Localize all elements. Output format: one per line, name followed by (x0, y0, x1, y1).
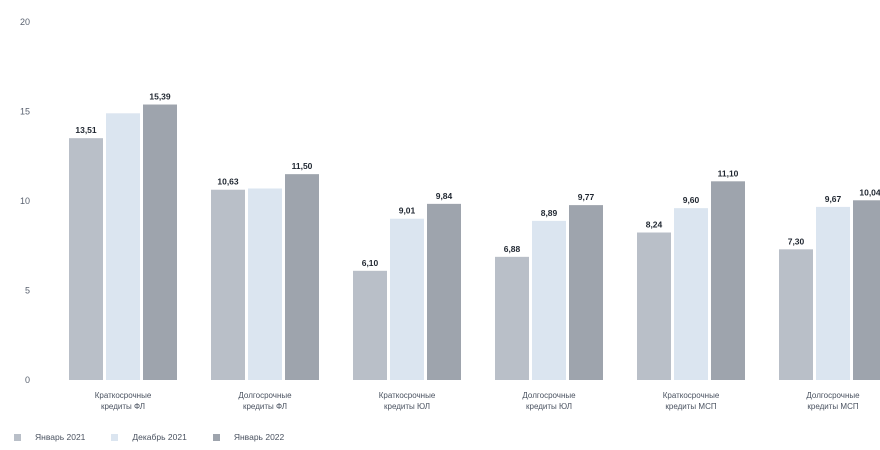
bar (495, 256, 529, 380)
x-category-label: кредиты ФЛ (243, 402, 287, 411)
x-category-label: кредиты ЮЛ (384, 402, 430, 411)
data-label: 9,84 (436, 191, 453, 201)
bar (69, 138, 103, 380)
bar (427, 203, 461, 380)
y-tick-label: 5 (25, 286, 30, 296)
bar (569, 205, 603, 380)
x-category-label: кредиты ЮЛ (526, 402, 572, 411)
legend-item-jan-2022: Январь 2022 (212, 432, 285, 442)
legend-item-jan-2021: Январь 2021 (14, 432, 85, 442)
x-category-label: Краткосрочные (663, 391, 720, 400)
data-label: 9,60 (683, 195, 700, 205)
bar-chart: 0 5 10 15 20 13,51 15,39 Краткосрочные кредиты Ф… (20, 17, 880, 411)
x-category-label: кредиты МСП (665, 402, 716, 411)
x-category-label: Долгосрочные (238, 391, 292, 400)
legend-swatch-jan-2021 (14, 433, 21, 441)
bar (637, 232, 671, 380)
bar (779, 249, 813, 380)
legend-label-dec-2021: Декабрь 2021 (132, 432, 187, 442)
bar (674, 208, 708, 380)
legend-swatch-jan-2022 (212, 433, 220, 441)
x-category-label: Краткосрочные (95, 391, 152, 400)
y-tick-label: 20 (20, 17, 30, 27)
legend-item-dec-2021: Декабрь 2021 (111, 432, 187, 442)
x-category-label: Долгосрочные (806, 391, 860, 400)
data-label: 7,30 (788, 236, 805, 246)
data-label: 9,77 (578, 192, 595, 202)
data-label: 10,04 (859, 187, 880, 197)
x-category-label: кредиты МСП (807, 402, 858, 411)
data-label: 10,63 (217, 177, 239, 187)
bar (390, 218, 424, 380)
bar (853, 200, 880, 380)
bar (211, 189, 245, 380)
y-tick-label: 15 (20, 107, 30, 117)
bar (248, 188, 282, 380)
data-label: 6,10 (362, 258, 379, 268)
data-label: 9,01 (399, 206, 416, 216)
legend: Январь 2021 Декабрь 2021 Январь 2022 (14, 432, 284, 442)
bar (816, 206, 850, 380)
bar (711, 181, 745, 380)
bar (285, 174, 319, 380)
bar (532, 220, 566, 380)
y-tick-label: 0 (25, 375, 30, 385)
data-label: 11,10 (718, 168, 739, 178)
data-label: 15,39 (149, 92, 171, 102)
data-label: 6,88 (504, 244, 521, 254)
data-label: 13,51 (75, 125, 97, 135)
data-label: 11,50 (292, 161, 313, 171)
bar (143, 104, 177, 381)
data-label: 8,24 (646, 220, 663, 230)
legend-swatch-dec-2021 (111, 433, 119, 441)
data-label: 9,67 (825, 194, 842, 204)
data-label: 8,89 (541, 208, 558, 218)
x-category-label: Долгосрочные (522, 391, 576, 400)
x-category-label: Краткосрочные (379, 391, 436, 400)
legend-label-jan-2022: Январь 2022 (233, 432, 285, 442)
x-category-label: кредиты ФЛ (101, 402, 145, 411)
bar (353, 270, 387, 380)
legend-label-jan-2021: Январь 2021 (35, 432, 86, 442)
bar (106, 113, 140, 380)
y-tick-label: 10 (20, 196, 30, 206)
